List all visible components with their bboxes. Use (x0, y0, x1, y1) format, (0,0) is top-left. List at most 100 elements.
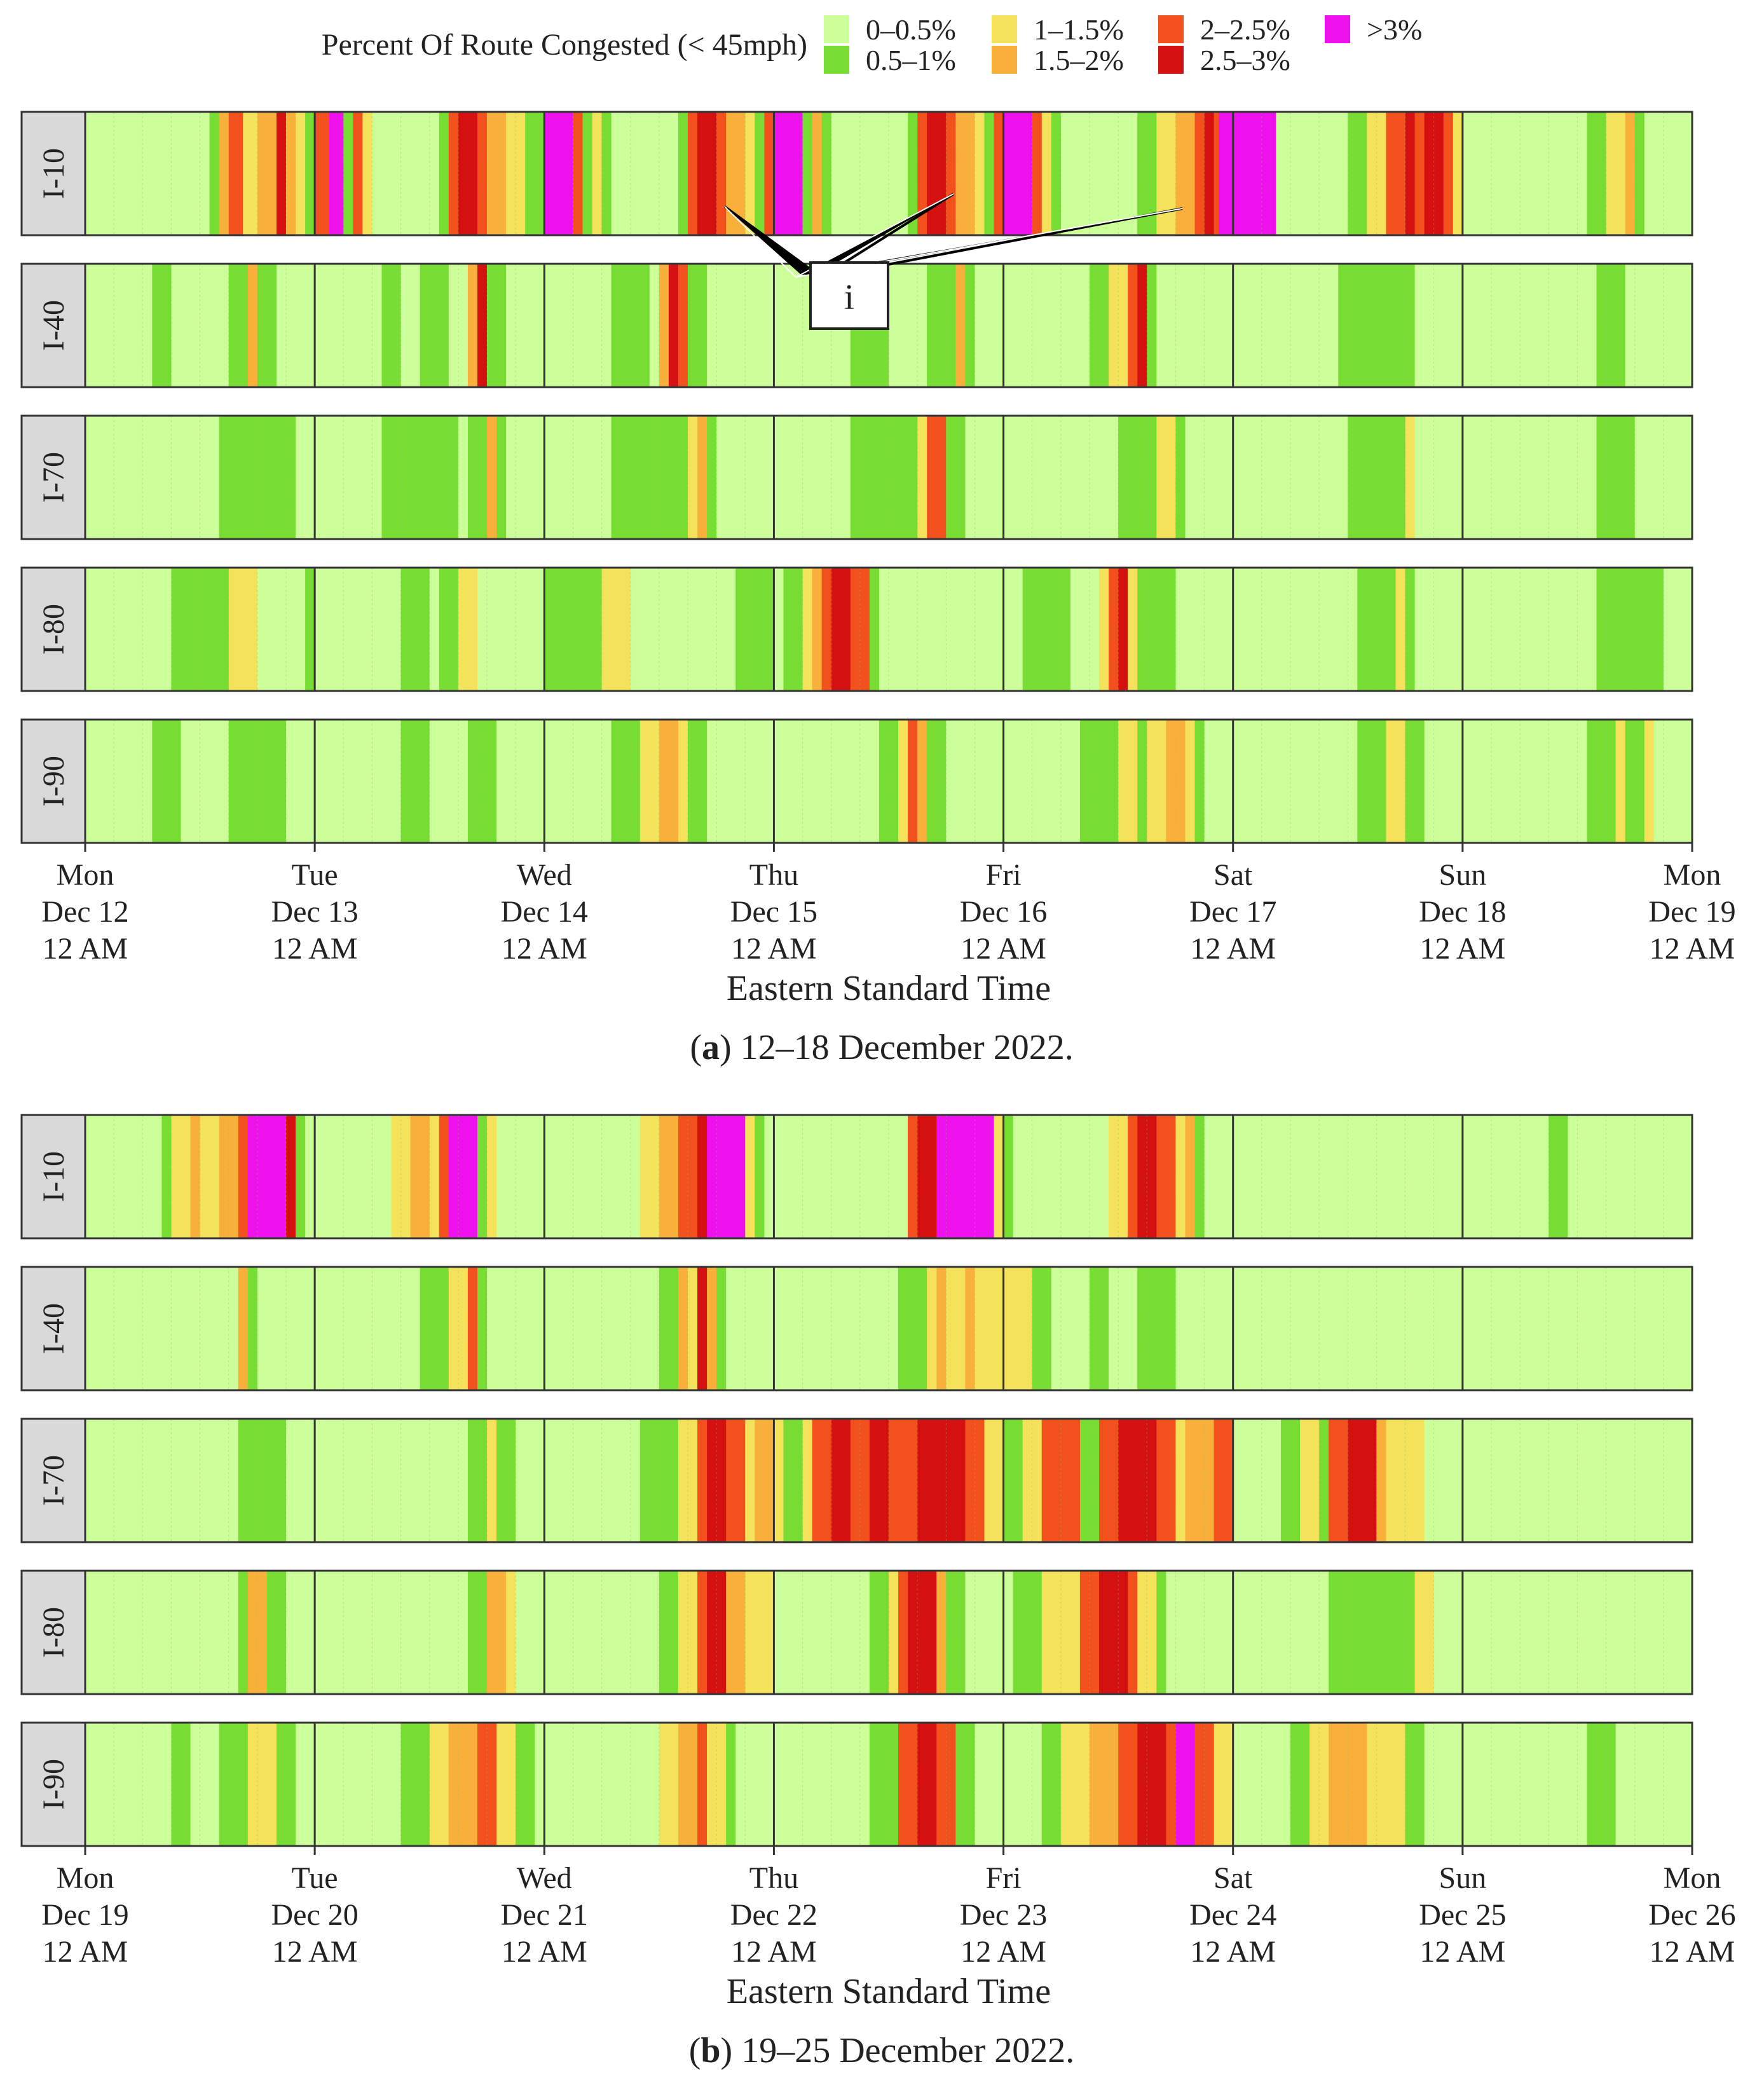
heat-cell (429, 720, 468, 843)
heat-cell (1424, 416, 1463, 539)
heat-cell (592, 112, 603, 235)
heat-cell (755, 1115, 765, 1238)
heat-cell (1309, 1723, 1329, 1846)
heat-cell (716, 1267, 727, 1390)
x-tick-time: 12 AM (961, 932, 1046, 966)
heat-cell (1185, 1419, 1215, 1542)
heat-cell (1462, 112, 1587, 235)
heat-cell (1568, 1115, 1693, 1238)
heat-cell (171, 264, 229, 387)
legend-label: 0.5–1% (866, 44, 956, 76)
heat-cell (908, 112, 918, 235)
route-label: I-70 (37, 452, 71, 503)
x-tick-date: Dec 19 (1648, 895, 1735, 929)
heat-cell (688, 720, 708, 843)
heat-cell (200, 1115, 220, 1238)
route-label: I-40 (37, 1303, 71, 1354)
heat-cell (1414, 416, 1425, 539)
heat-cell (315, 112, 330, 235)
heat-cell (1137, 1267, 1176, 1390)
heat-cell (783, 1419, 803, 1542)
heat-cell (946, 416, 966, 539)
heat-cell (1099, 1571, 1128, 1694)
heat-cell (1405, 1723, 1425, 1846)
heat-cell (927, 416, 947, 539)
row-i-80: I-80 (20, 1569, 1693, 1695)
heat-cell (917, 1419, 966, 1542)
heat-cell (1185, 416, 1348, 539)
heat-cell (831, 568, 851, 691)
route-label: I-40 (37, 300, 71, 351)
row-frame (84, 414, 1693, 540)
heat-cell (639, 1419, 679, 1542)
heat-cell (1596, 264, 1626, 387)
heat-cell (448, 264, 468, 387)
heat-cell (946, 112, 956, 235)
heat-cell (745, 1419, 755, 1542)
heat-cell (1386, 1419, 1425, 1542)
heat-cell (296, 1723, 402, 1846)
heat-cell (1367, 112, 1386, 235)
heat-cell (697, 416, 708, 539)
heat-cell (1156, 112, 1176, 235)
heat-cell (1424, 1723, 1587, 1846)
heat-cell (1051, 1267, 1090, 1390)
heat-cell (908, 1115, 918, 1238)
heat-cell (1013, 1115, 1109, 1238)
heat-cell (927, 720, 947, 843)
x-tick-day: Wed (517, 1861, 572, 1895)
heat-cell (219, 416, 296, 539)
heat-cell (955, 1723, 975, 1846)
heat-cell (544, 568, 603, 691)
row-i-10: I-10 (20, 1114, 1693, 1240)
heat-cell (257, 112, 277, 235)
heat-cell (1634, 416, 1693, 539)
heat-cell (496, 1723, 516, 1846)
heat-cell (1128, 264, 1138, 387)
heat-cell (1003, 1419, 1023, 1542)
heat-cell (1587, 1723, 1617, 1846)
row-frame (84, 566, 1693, 692)
heat-cell (496, 416, 507, 539)
heat-cell (1109, 1115, 1128, 1238)
x-tick-time: 12 AM (272, 1935, 358, 1969)
heat-cell (439, 1115, 449, 1238)
heat-cell (1549, 1115, 1568, 1238)
heat-cell (1233, 1723, 1291, 1846)
legend-label: 1.5–2% (1034, 44, 1124, 76)
heat-cell (1090, 1267, 1109, 1390)
heat-cell (381, 264, 402, 387)
heat-cell (774, 1419, 784, 1542)
heat-cell (1290, 1723, 1310, 1846)
heat-cell (257, 1267, 421, 1390)
heat-cell (85, 264, 153, 387)
x-tick-day: Mon (57, 1861, 114, 1895)
row-frame (84, 718, 1693, 844)
heat-cell (85, 1419, 239, 1542)
heat-cell (1166, 720, 1186, 843)
x-tick-date: Dec 26 (1648, 1898, 1735, 1932)
route-strip (20, 414, 86, 540)
x-tick-day: Sun (1439, 858, 1487, 892)
heat-cell (1462, 264, 1597, 387)
heat-cell (247, 1571, 268, 1694)
heat-cell (1118, 720, 1138, 843)
heat-cell (257, 264, 277, 387)
legend-title: Percent Of Route Congested (< 45mph) (322, 28, 807, 62)
heat-cell (171, 1723, 191, 1846)
heat-cell (1156, 1419, 1176, 1542)
heat-cell (1060, 112, 1138, 235)
heat-cell (477, 112, 488, 235)
heat-cell (1386, 112, 1406, 235)
heat-cell (467, 1267, 478, 1390)
row-i-90: I-90 (20, 1721, 1693, 1847)
heat-cell (707, 1723, 727, 1846)
heat-cell (152, 720, 181, 843)
heat-cell (707, 1419, 727, 1542)
row-frame (84, 1569, 1693, 1695)
heat-cell (219, 1723, 249, 1846)
heat-cell (1041, 1419, 1081, 1542)
heat-cell (257, 568, 306, 691)
heat-cell (1395, 568, 1406, 691)
